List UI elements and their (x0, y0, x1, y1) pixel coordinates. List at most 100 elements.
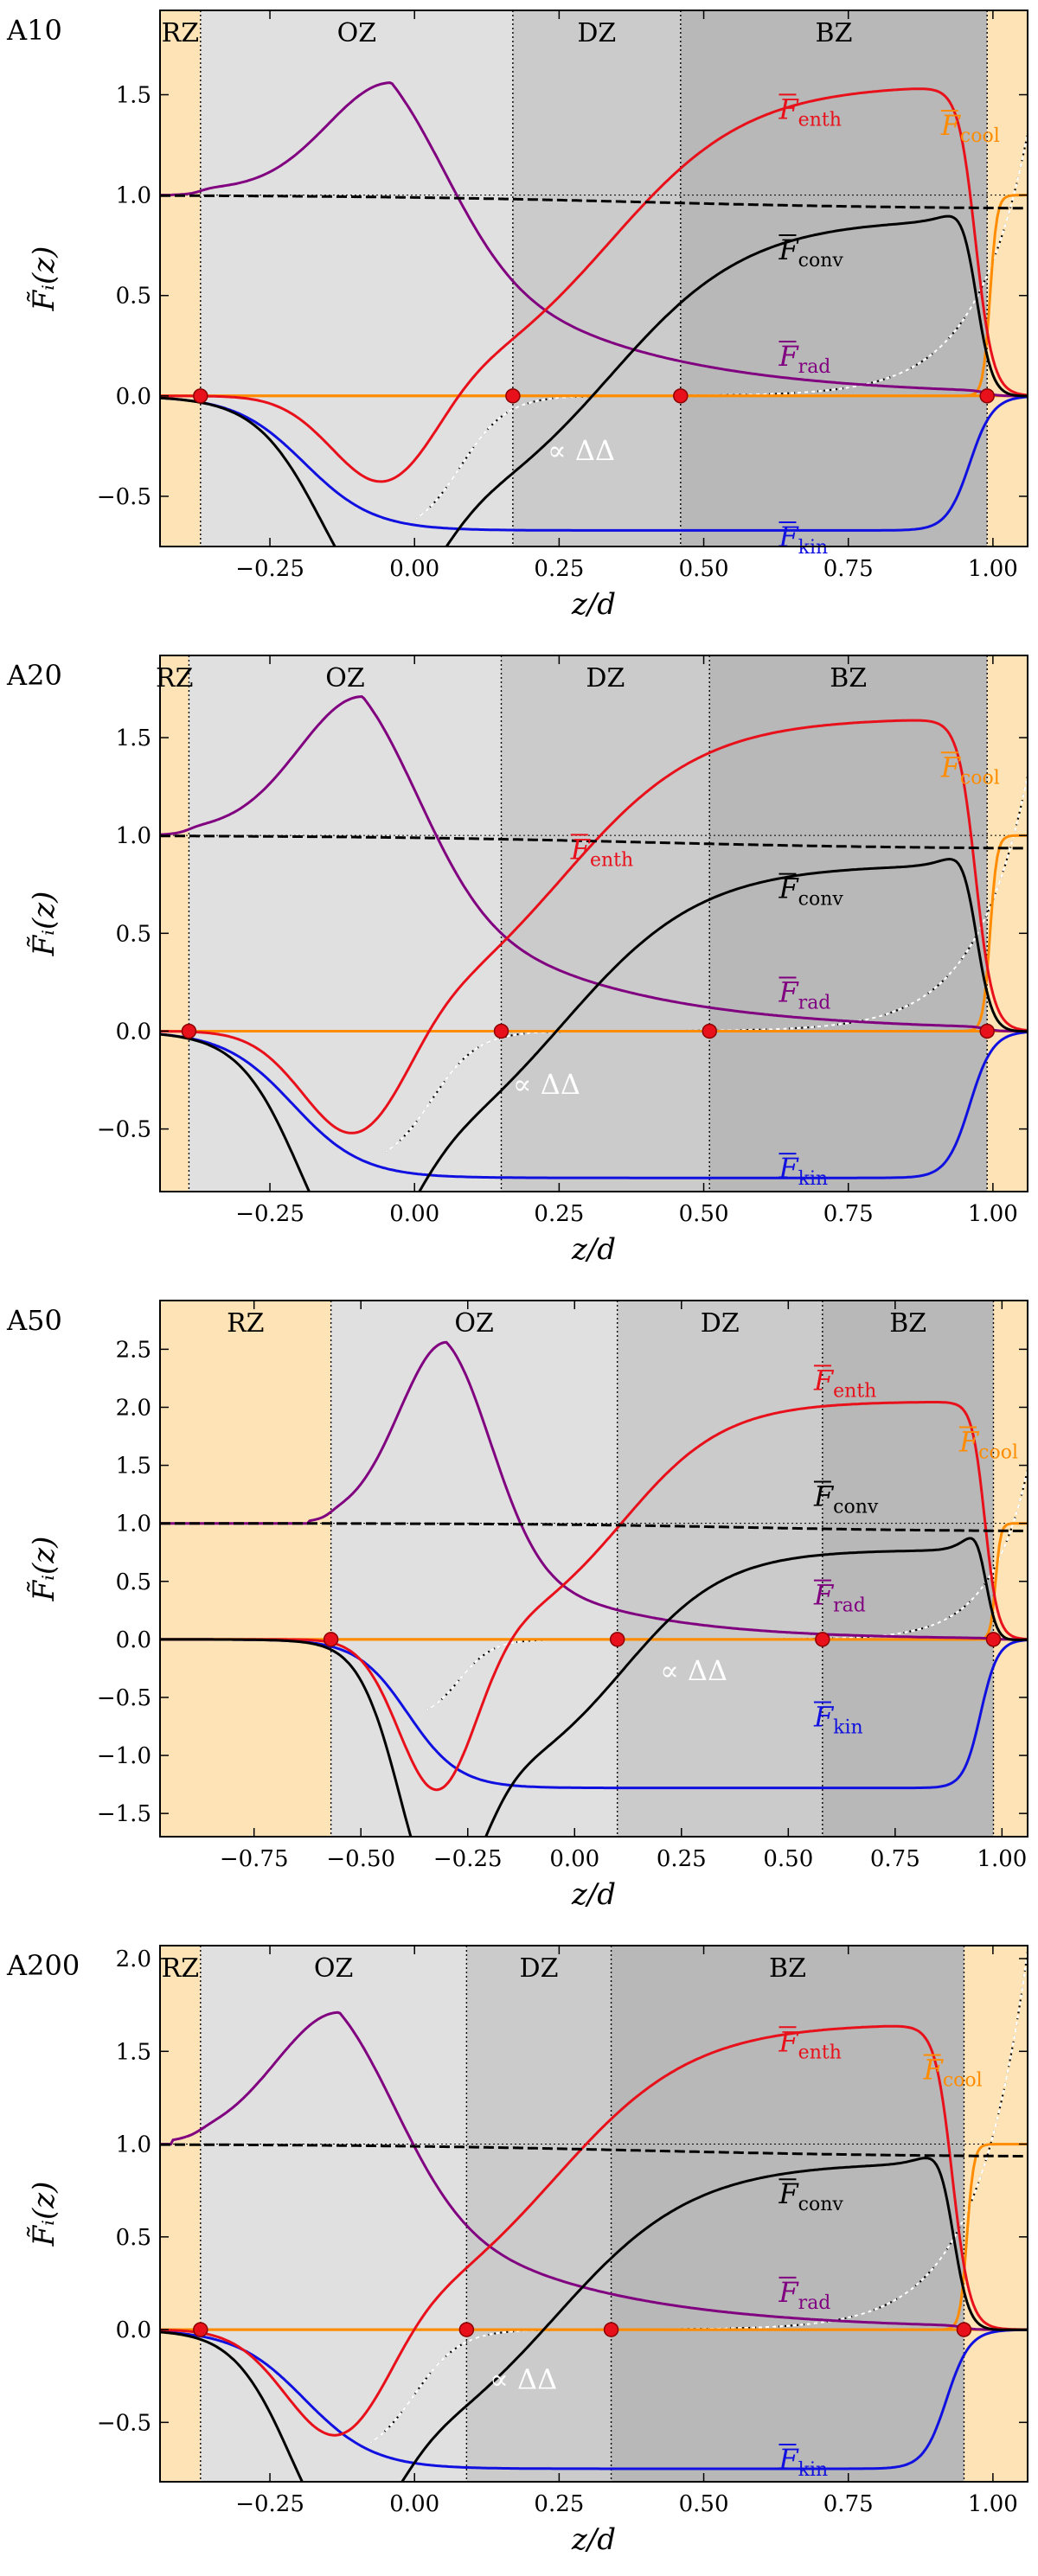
x-tick-label: 1.00 (977, 1846, 1027, 1872)
zero-crossing-marker (985, 1632, 1002, 1647)
zero-crossing-marker (815, 1632, 830, 1647)
zone-label: DZ (520, 1953, 559, 1984)
zero-crossing-marker (505, 388, 521, 404)
y-axis-label: F̃ᵢ(z) (27, 892, 61, 957)
x-tick-label: 0.50 (763, 1846, 813, 1872)
y-tick-label: 0.5 (116, 2225, 151, 2251)
series-conv (160, 857, 1028, 1192)
y-tick-label: 0.5 (116, 284, 151, 310)
x-tick-label: −0.25 (235, 556, 304, 582)
x-tick-label: 0.25 (534, 2491, 584, 2517)
zone-label: OZ (325, 663, 364, 694)
y-tick-label: 0.0 (116, 384, 151, 410)
series-total (160, 194, 1028, 210)
plot-area (160, 10, 1028, 547)
x-tick-label: 1.00 (968, 2491, 1018, 2517)
zone-outer (993, 1301, 1028, 1837)
series-kin (160, 1031, 1028, 1179)
series-rad (160, 2010, 1028, 2331)
y-tick-label: 1.0 (116, 1512, 151, 1537)
x-tick-label: −0.25 (433, 1846, 503, 1872)
axes-frame (159, 1945, 1028, 2483)
panel-label: A20 (6, 659, 62, 692)
x-tick-label: −0.25 (235, 2491, 304, 2517)
series-cool (160, 2143, 1028, 2331)
y-tick-label: 0.5 (116, 1569, 151, 1595)
x-tick-label: 0.00 (389, 1201, 439, 1227)
zone-label: BZ (889, 1308, 926, 1339)
y-tick-label: 0.0 (116, 1627, 151, 1653)
y-tick-label: 2.0 (116, 1946, 151, 1972)
zone-outer (964, 1946, 1028, 2482)
zone-dz (466, 1946, 612, 2482)
axes-frame (159, 1300, 1028, 1838)
x-tick-label: 0.00 (389, 2491, 439, 2517)
axes-frame (159, 655, 1028, 1192)
series-cool (160, 834, 1028, 1032)
x-tick-label: −0.75 (220, 1846, 289, 1872)
zone-bz (680, 10, 988, 547)
zone-label: DZ (577, 18, 616, 48)
zone-label: RZ (162, 1953, 199, 1984)
y-tick-label: −0.5 (97, 2410, 151, 2436)
zone-label: RZ (162, 18, 199, 48)
zone-label: BZ (769, 1953, 806, 1984)
y-tick-label: −1.0 (97, 1743, 151, 1769)
zone-dz (501, 655, 710, 1192)
y-tick-label: −0.5 (97, 484, 151, 510)
flux-label-nabla: ∝ ΔΔ (513, 1068, 580, 1101)
zone-rz (160, 655, 189, 1192)
zone-bz (709, 655, 988, 1192)
zone-label: BZ (830, 663, 867, 694)
zone-oz (330, 1301, 618, 1837)
zone-oz (200, 10, 513, 547)
zero-crossing-marker (458, 2322, 475, 2337)
zero-crossing-marker (493, 1023, 509, 1039)
zero-crossing-marker (673, 388, 689, 404)
zone-bz (822, 1301, 994, 1837)
zone-outer (987, 655, 1028, 1192)
x-tick-label: 0.25 (534, 1201, 584, 1227)
zone-dz (617, 1301, 823, 1837)
zone-label: OZ (314, 1953, 353, 1984)
x-tick-label: 0.25 (534, 556, 584, 582)
x-tick-label: 0.00 (549, 1846, 599, 1872)
panel-label: A50 (6, 1304, 62, 1337)
flux-label-nabla: ∝ ΔΔ (548, 434, 615, 467)
zone-label: RZ (156, 663, 193, 694)
zone-label: BZ (816, 18, 853, 48)
x-tick-label: −0.25 (235, 1201, 304, 1227)
plot-area (160, 655, 1028, 1192)
x-axis-label: z/d (571, 587, 616, 622)
series-enth (160, 87, 1028, 483)
x-tick-label: 0.50 (679, 2491, 729, 2517)
plot-area (160, 1301, 1028, 1837)
y-tick-label: 0.0 (116, 2317, 151, 2343)
zero-crossing-marker (181, 1023, 197, 1039)
series-rad (160, 1340, 1028, 1641)
flux-label-nabla: ∝ ΔΔ (660, 1654, 727, 1687)
y-tick-label: 1.5 (116, 725, 151, 751)
zone-outer (987, 10, 1028, 547)
x-tick-label: 0.75 (870, 1846, 920, 1872)
x-tick-label: 0.50 (679, 556, 729, 582)
zero-crossing-marker (193, 388, 208, 404)
zero-crossing-marker (603, 2322, 619, 2337)
zero-crossing-marker (979, 388, 995, 404)
y-tick-label: 1.5 (116, 83, 151, 109)
flux-label-nabla: ∝ ΔΔ (490, 2363, 557, 2396)
y-tick-label: 1.0 (116, 2132, 151, 2158)
zero-crossing-marker (323, 1632, 339, 1647)
series-conv (160, 2157, 1028, 2482)
x-tick-label: 0.00 (389, 556, 439, 582)
series-rad (160, 694, 1028, 1032)
x-axis-label: z/d (571, 1877, 616, 1912)
zone-oz (200, 1946, 467, 2482)
y-axis-label: F̃ᵢ(z) (27, 1537, 61, 1602)
zone-label: OZ (337, 18, 376, 48)
series-kin (160, 395, 1028, 532)
